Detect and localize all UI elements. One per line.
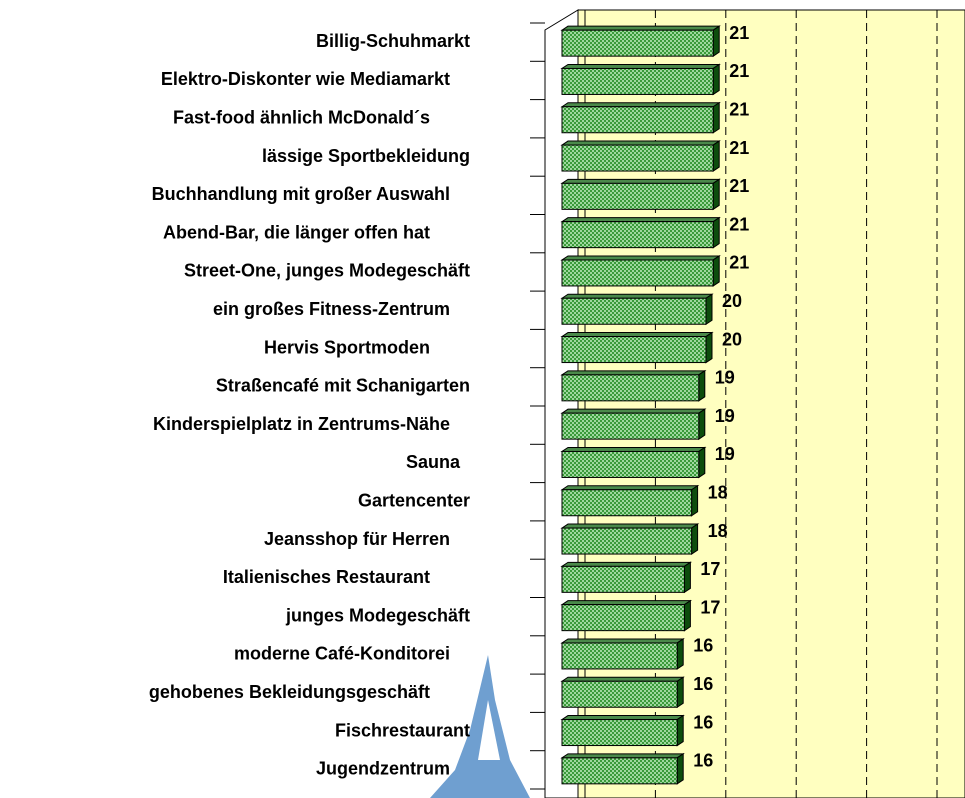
bar <box>560 101 721 134</box>
value-label: 21 <box>729 61 749 81</box>
y-tick-label: Abend-Bar, die länger offen hat <box>163 222 430 242</box>
bar <box>560 216 721 249</box>
bar <box>560 178 721 211</box>
value-label: 21 <box>729 138 749 158</box>
bar <box>560 293 714 326</box>
y-tick-label: Kinderspielplatz in Zentrums-Nähe <box>153 414 450 434</box>
bar <box>560 523 700 555</box>
bar <box>560 599 693 632</box>
value-label: 17 <box>700 597 720 617</box>
logo-inner <box>478 700 500 760</box>
value-label: 16 <box>693 636 713 656</box>
y-tick-label: Fast-food ähnlich McDonald´s <box>173 108 430 128</box>
bar <box>560 255 721 287</box>
y-tick-label: Billig-Schuhmarkt <box>316 31 470 51</box>
bar <box>560 676 685 709</box>
logo <box>430 655 530 798</box>
y-tick-label: Jeansshop für Herren <box>264 529 450 549</box>
y-tick-label: Fischrestaurant <box>335 720 470 740</box>
y-tick-label: Hervis Sportmoden <box>264 337 430 357</box>
value-label: 19 <box>715 406 735 426</box>
bar <box>560 331 714 364</box>
value-label: 21 <box>729 214 749 234</box>
value-label: 21 <box>729 23 749 43</box>
y-tick-label: moderne Café-Konditorei <box>234 644 450 664</box>
bar <box>560 752 685 785</box>
value-label: 16 <box>693 712 713 732</box>
value-label: 19 <box>715 444 735 464</box>
y-tick-label: Sauna <box>406 452 461 472</box>
bar <box>560 446 707 479</box>
y-tick-label: Buchhandlung mit großer Auswahl <box>152 184 450 204</box>
y-tick-label: Elektro-Diskonter wie Mediamarkt <box>161 69 450 89</box>
bar <box>560 369 707 402</box>
y-tick-label: Street-One, junges Modegeschäft <box>184 261 470 281</box>
bar <box>560 561 693 594</box>
value-label: 21 <box>729 176 749 196</box>
y-tick-label: ein großes Fitness-Zentrum <box>213 299 450 319</box>
value-label: 20 <box>722 329 742 349</box>
bar <box>560 408 707 441</box>
y-tick-label: Straßencafé mit Schanigarten <box>216 376 470 396</box>
y-tick-label: junges Modegeschäft <box>285 605 470 625</box>
y-tick-label: Italienisches Restaurant <box>223 567 430 587</box>
bar <box>560 484 700 517</box>
value-label: 21 <box>729 100 749 120</box>
value-label: 21 <box>729 253 749 273</box>
bar <box>560 714 685 747</box>
bar <box>560 140 721 172</box>
value-label: 16 <box>693 751 713 771</box>
value-label: 18 <box>708 483 728 503</box>
bar <box>560 25 721 58</box>
y-tick-label: lässige Sportbekleidung <box>262 146 470 166</box>
bar <box>560 63 721 96</box>
bar <box>560 638 685 670</box>
value-label: 20 <box>722 291 742 311</box>
y-tick-label: Jugendzentrum <box>316 759 450 779</box>
value-label: 17 <box>700 559 720 579</box>
value-label: 16 <box>693 674 713 694</box>
value-label: 19 <box>715 368 735 388</box>
y-tick-label: gehobenes Bekleidungsgeschäft <box>149 682 430 702</box>
value-label: 18 <box>708 521 728 541</box>
y-tick-label: Gartencenter <box>358 491 470 511</box>
